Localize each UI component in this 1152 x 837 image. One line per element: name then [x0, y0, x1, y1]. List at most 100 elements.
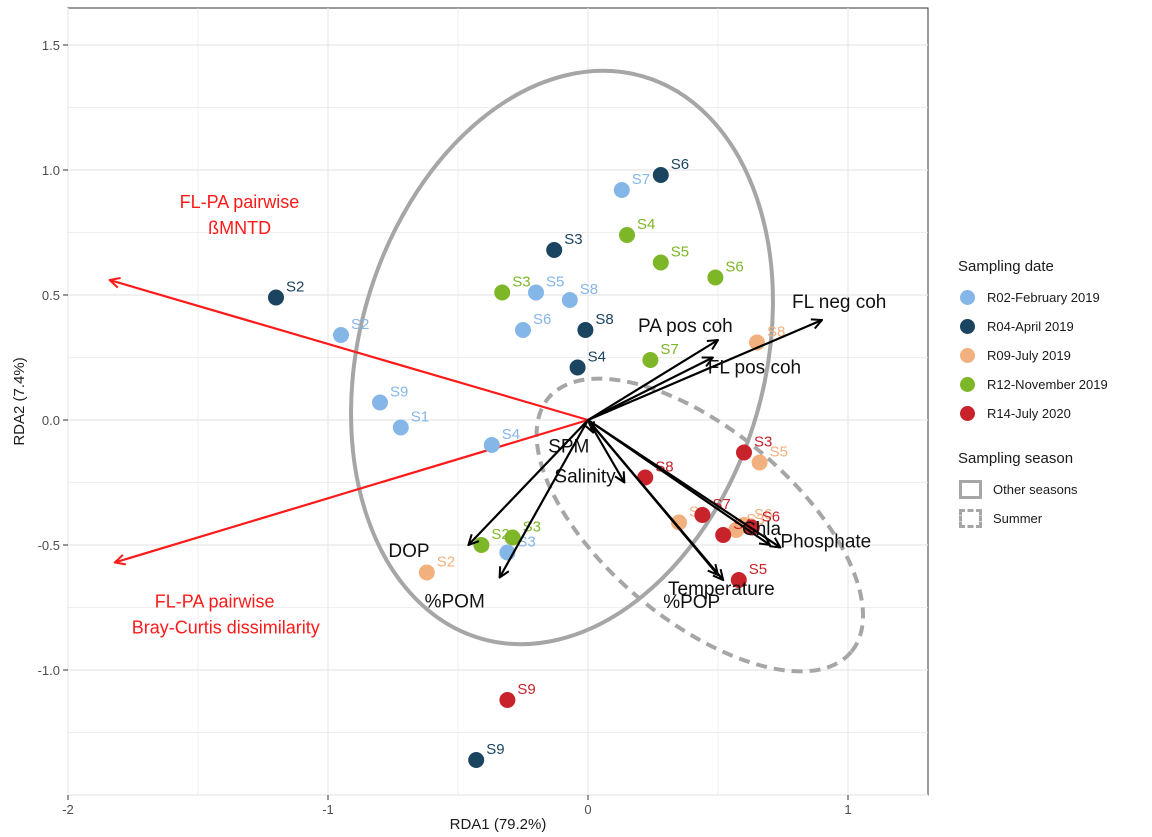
env-arrow-label: Salinity: [554, 467, 616, 488]
env-arrow-label: %POP: [663, 592, 720, 613]
env-arrow: [587, 419, 723, 580]
sample-point: [561, 292, 578, 308]
sample-label: S9: [517, 681, 535, 698]
sample-point: [546, 242, 563, 258]
env-arrow-label: FL pos coh: [708, 358, 801, 379]
sample-label: S4: [502, 426, 520, 443]
summer-ellipse: [534, 376, 866, 674]
env-arrow: [587, 340, 718, 421]
series-r04-april-2019: S2 S3 S4 S6 S8 S9: [268, 156, 689, 768]
sample-label: S3: [754, 434, 772, 451]
sample-point: [642, 352, 659, 368]
sample-point: [569, 359, 586, 376]
y-tick-label: -1.0: [38, 663, 60, 678]
sample-point: [707, 269, 724, 286]
sample-point: [418, 564, 435, 581]
legend-item-season: Other seasons: [958, 475, 1148, 504]
env-arrow-label: DOP: [388, 541, 429, 562]
sample-point: [730, 572, 747, 588]
legend-label: Other seasons: [993, 482, 1078, 497]
y-axis-title: RDA2 (7.4%): [11, 357, 28, 445]
sample-label: S8: [767, 324, 785, 341]
response-arrow-label: FL-PA pairwise: [155, 592, 275, 612]
sample-label: S9: [390, 384, 408, 401]
response-arrow-label: FL-PA pairwise: [180, 192, 300, 212]
legend-label: R02-February 2019: [987, 290, 1100, 305]
env-arrow-label: Temperature: [668, 579, 775, 600]
sample-label: S8: [655, 459, 673, 476]
env-arrow: [500, 419, 589, 578]
y-tick-label: 1.0: [42, 163, 60, 178]
sample-point: [392, 419, 409, 436]
env-arrow-label: %POM: [425, 592, 485, 613]
env-arrow-label: Chla: [742, 519, 782, 540]
series-r02-february-2019: S1 S2 S3 S4 S5 S6 S7 S8 S9: [333, 171, 650, 561]
sample-label: S9: [486, 741, 504, 758]
sample-point: [515, 322, 531, 338]
env-arrow: [587, 419, 780, 548]
sample-label: S1: [411, 409, 429, 426]
sample-label: S3: [512, 274, 530, 291]
sample-point: [468, 752, 485, 768]
legend-item-date: R02-February 2019: [958, 283, 1148, 312]
sample-label: S6: [762, 509, 780, 526]
sample-label: S3: [564, 231, 582, 248]
env-arrow-label: PA pos coh: [638, 316, 733, 337]
sample-point: [494, 284, 511, 301]
sample-label: S6: [533, 311, 551, 328]
y-tick-label: 1.5: [42, 38, 60, 53]
env-arrow: [468, 419, 589, 545]
env-arrow-label: Phosphate: [780, 532, 871, 553]
sample-point: [473, 537, 490, 553]
legend-swatch: [960, 319, 975, 334]
sample-point: [619, 227, 635, 243]
sample-point: [751, 454, 768, 471]
sample-point: [652, 254, 669, 271]
sample-point: [268, 289, 284, 306]
legend-item-season: Summer: [958, 504, 1148, 533]
sample-point: [528, 284, 544, 301]
legend-item-date: R09-July 2019: [958, 341, 1148, 370]
legend: Sampling date R02-February 2019 R04-April…: [958, 258, 1148, 533]
sample-point: [652, 167, 669, 183]
sample-label: S6: [754, 506, 772, 523]
sample-label: S8: [595, 311, 613, 328]
other-seasons-ellipse: [349, 68, 775, 647]
sample-point: [715, 527, 732, 543]
sample-label: S3: [523, 519, 541, 536]
sample-point: [372, 394, 388, 411]
sample-label: S5: [770, 444, 788, 461]
legend-label: R09-July 2019: [987, 348, 1071, 363]
sample-label: S2: [351, 316, 369, 333]
legend-title-date: Sampling date: [958, 258, 1054, 275]
legend-item-date: R14-July 2020: [958, 399, 1148, 428]
sample-label: S4: [637, 216, 655, 233]
legend-title-season: Sampling season: [958, 450, 1074, 467]
legend-swatch: [959, 480, 982, 499]
sample-label: S5: [671, 244, 689, 261]
sample-point: [499, 692, 516, 708]
env-arrow: [587, 320, 822, 422]
legend-swatch: [960, 348, 975, 363]
response-arrow-label: Bray-Curtis dissimilarity: [132, 618, 320, 638]
legend-swatch: [960, 377, 975, 392]
legend-item-date: R12-November 2019: [958, 370, 1148, 399]
env-arrow: [587, 419, 624, 483]
sample-point: [613, 182, 630, 198]
response-arrow: [115, 418, 589, 563]
sample-label: S8: [580, 281, 598, 298]
sample-point: [483, 437, 500, 453]
sample-label: S2: [286, 279, 304, 296]
env-arrow-label: FL neg coh: [792, 292, 886, 313]
sample-label: S7: [660, 341, 678, 358]
sample-label: S6: [671, 156, 689, 173]
x-tick-label: -2: [62, 802, 74, 817]
legend-item-date: R04-April 2019: [958, 312, 1148, 341]
response-arrow: [110, 280, 589, 422]
x-tick-label: -1: [322, 802, 334, 817]
response-arrow-label: ßMNTD: [208, 218, 271, 238]
legend-label: R04-April 2019: [987, 319, 1074, 334]
legend-swatch: [960, 406, 975, 421]
